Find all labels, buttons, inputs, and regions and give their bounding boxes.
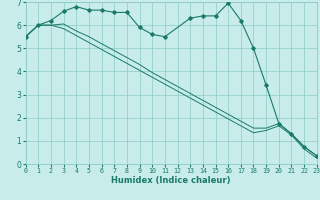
X-axis label: Humidex (Indice chaleur): Humidex (Indice chaleur) — [111, 176, 231, 185]
